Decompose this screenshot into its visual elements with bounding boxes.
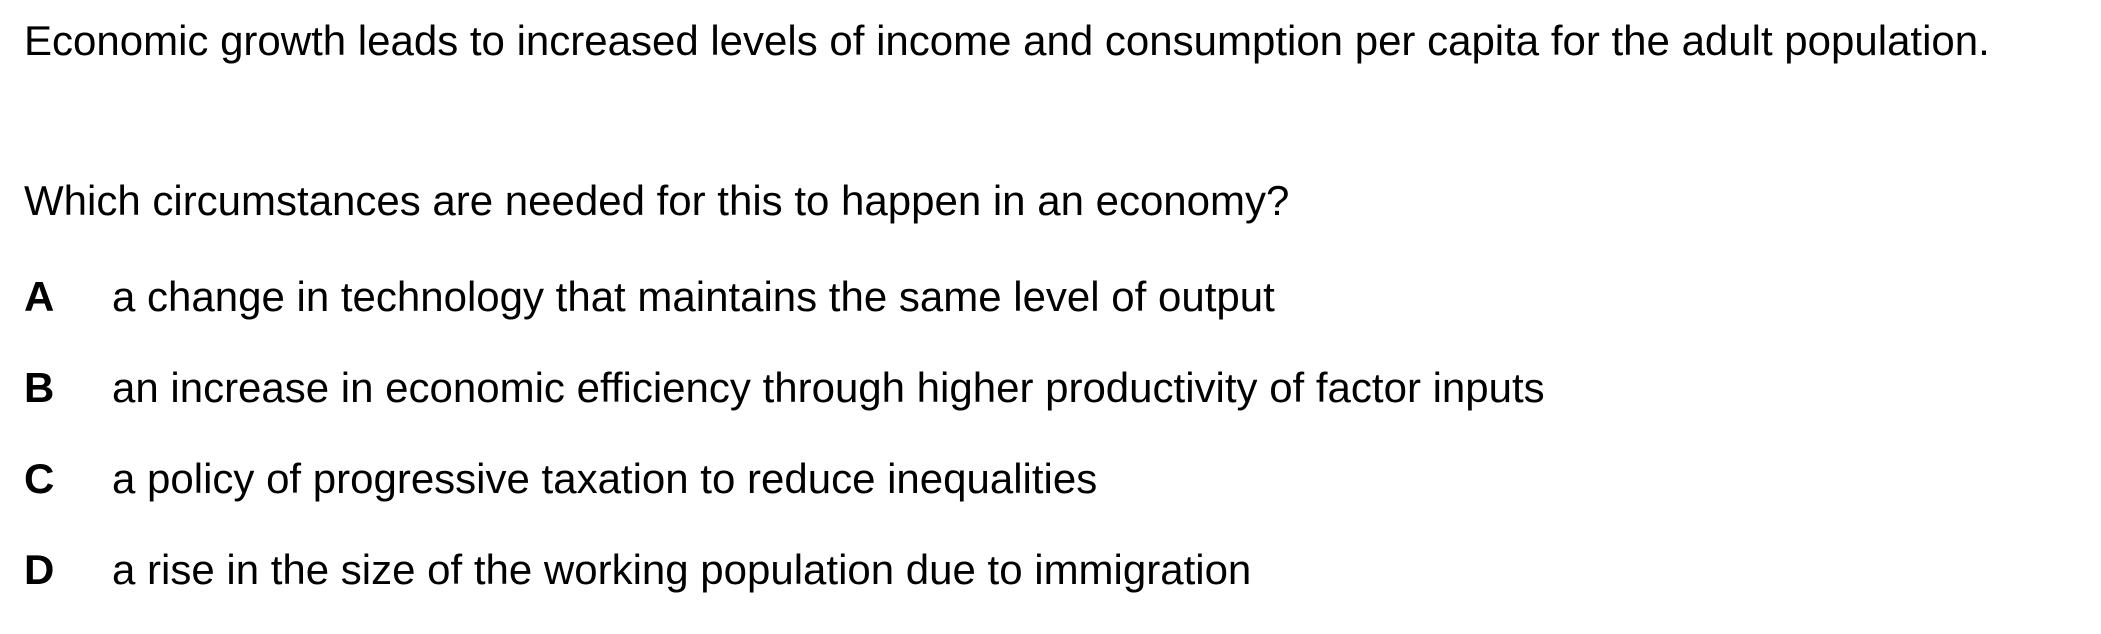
option-c[interactable]: C a policy of progressive taxation to re…	[24, 452, 1545, 543]
option-text: a policy of progressive taxation to redu…	[112, 455, 1098, 502]
question-stem: Economic growth leads to increased level…	[24, 17, 1990, 64]
option-b[interactable]: B an increase in economic efficiency thr…	[24, 361, 1545, 452]
option-letter: D	[24, 546, 55, 593]
option-letter: A	[24, 273, 55, 320]
answer-options: A a change in technology that maintains …	[24, 270, 1545, 634]
option-letter: C	[24, 455, 55, 502]
option-letter: B	[24, 364, 55, 411]
question-prompt: Which circumstances are needed for this …	[24, 177, 1290, 224]
option-text: an increase in economic efficiency throu…	[112, 364, 1545, 411]
question-block: Economic growth leads to increased level…	[24, 14, 2024, 593]
option-text: a change in technology that maintains th…	[112, 273, 1275, 320]
option-text: a rise in the size of the working popula…	[112, 546, 1252, 593]
option-a[interactable]: A a change in technology that maintains …	[24, 270, 1545, 361]
option-d[interactable]: D a rise in the size of the working popu…	[24, 543, 1545, 634]
